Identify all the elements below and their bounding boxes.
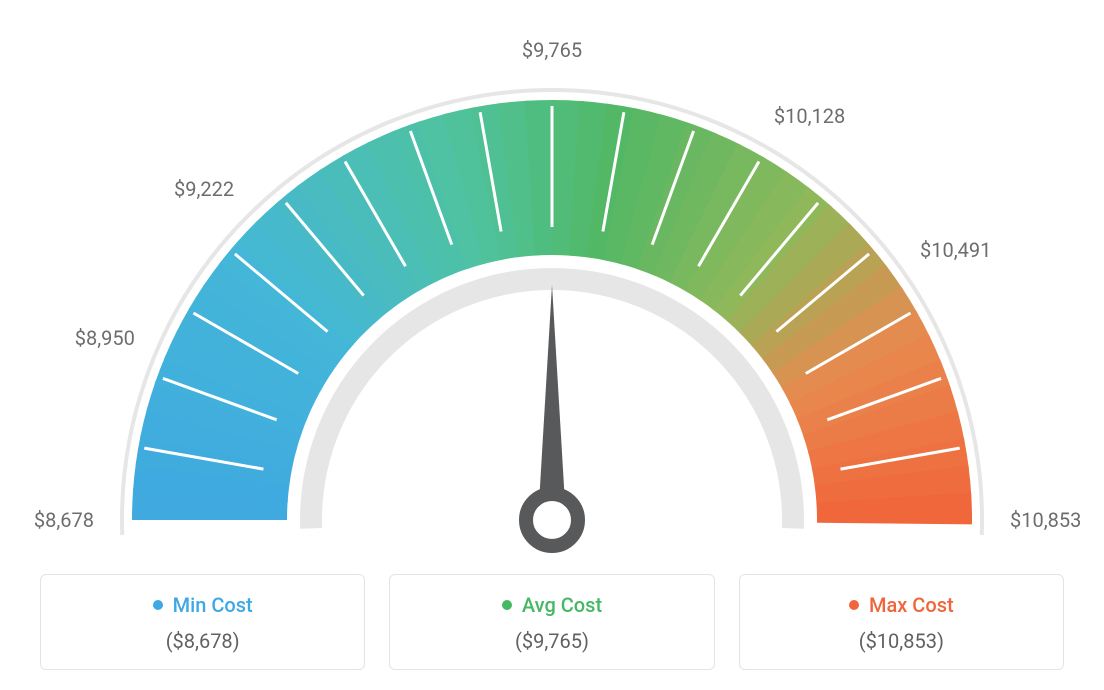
avg-cost-card: Avg Cost ($9,765) [389,574,714,670]
summary-cards: Min Cost ($8,678) Avg Cost ($9,765) Max … [0,574,1104,670]
avg-cost-dot [502,600,512,610]
gauge-tick-label: $8,678 [34,508,94,532]
gauge-chart: $8,678 $8,950 $9,222 $9,765 $10,128 $10,491 $1… [0,0,1104,560]
min-cost-dot [153,600,163,610]
gauge-tick-label: $8,950 [75,326,135,350]
gauge-tick-label: $10,491 [920,238,991,262]
gauge-tick-label: $10,853 [1010,508,1081,532]
max-cost-card: Max Cost ($10,853) [739,574,1064,670]
gauge-svg [72,20,1032,560]
avg-cost-value: ($9,765) [400,629,703,653]
avg-cost-title: Avg Cost [522,593,602,617]
gauge-tick-label: $9,222 [174,177,234,201]
max-cost-dot [849,600,859,610]
min-cost-card: Min Cost ($8,678) [40,574,365,670]
max-cost-title: Max Cost [869,593,954,617]
gauge-tick-label: $10,128 [774,104,845,128]
max-cost-value: ($10,853) [750,629,1053,653]
gauge-tick-label: $9,765 [522,38,582,62]
min-cost-title: Min Cost [173,593,253,617]
min-cost-value: ($8,678) [51,629,354,653]
